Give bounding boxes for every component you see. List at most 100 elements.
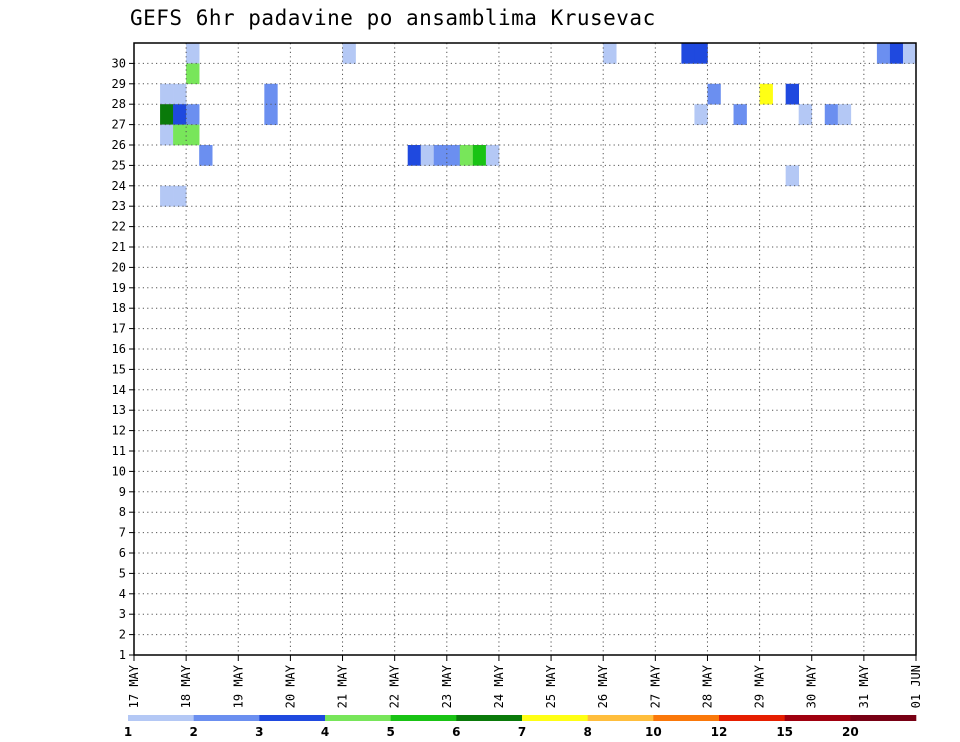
heatmap-cell <box>785 165 799 187</box>
colorbar-segment <box>587 715 654 721</box>
heatmap-cell <box>459 145 474 166</box>
y-tick-label: 7 <box>119 526 126 540</box>
x-tick-label: 01 JUN <box>909 665 923 708</box>
heatmap-cell <box>472 145 487 166</box>
heatmap-cell <box>199 145 213 166</box>
x-tick-label: 20 MAY <box>283 664 297 708</box>
x-tick-label: 25 MAY <box>544 664 558 708</box>
colorbar-segment <box>653 715 720 721</box>
heatmap-cell <box>733 104 747 125</box>
colorbar-label: 15 <box>776 725 793 739</box>
y-tick-label: 14 <box>112 383 126 397</box>
colorbar-segment <box>784 715 851 721</box>
colorbar-label: 8 <box>583 725 591 739</box>
heatmap-cell <box>407 145 422 166</box>
heatmap-cells <box>160 43 917 207</box>
heatmap-cell <box>264 104 278 125</box>
y-tick-label: 20 <box>112 260 126 274</box>
heatmap-cell <box>681 43 695 64</box>
colorbar-segment <box>325 715 391 721</box>
y-tick-label: 17 <box>112 322 126 336</box>
heatmap-cell <box>160 104 174 125</box>
colorbar-segment <box>390 715 457 721</box>
heatmap-cell <box>433 145 448 166</box>
chart-title: GEFS 6hr padavine po ansamblima Krusevac <box>130 6 656 30</box>
x-tick-label: 17 MAY <box>127 664 141 708</box>
y-tick-label: 8 <box>119 505 126 519</box>
y-tick-label: 12 <box>112 424 126 438</box>
colorbar-segment <box>259 715 326 721</box>
x-tick-label: 31 MAY <box>857 664 871 708</box>
y-tick-label: 6 <box>119 546 126 560</box>
colorbar-label: 12 <box>711 725 728 739</box>
colorbar-segment <box>193 715 260 721</box>
colorbar-label: 10 <box>645 725 662 739</box>
colorbar: 1 2 3 4 5 6 7 8 10 12 15 20 <box>124 715 917 739</box>
y-tick-label: 3 <box>119 607 126 621</box>
heatmap-cell <box>759 83 773 105</box>
y-tick-label: 28 <box>112 97 126 111</box>
y-tick-label: 27 <box>112 118 126 132</box>
heatmap-cell <box>902 43 917 64</box>
y-tick-label: 13 <box>112 403 126 417</box>
y-tick-label: 1 <box>119 648 126 662</box>
heatmap-cell <box>798 104 813 125</box>
grid-lines <box>134 43 916 655</box>
colorbar-label: 7 <box>518 725 526 739</box>
x-tick-label: 22 MAY <box>388 664 402 708</box>
colorbar-label: 20 <box>842 725 859 739</box>
x-tick-label: 28 MAY <box>700 664 714 708</box>
x-tick-label: 23 MAY <box>440 664 454 708</box>
heatmap-cell <box>186 43 200 64</box>
colorbar-segment <box>522 715 588 721</box>
y-tick-label: 19 <box>112 281 126 295</box>
colorbar-label: 4 <box>321 725 329 739</box>
x-tick-label: 30 MAY <box>805 664 819 708</box>
heatmap-cell <box>173 83 187 105</box>
heatmap-cell <box>173 124 187 146</box>
x-tick-label: 18 MAY <box>179 664 193 708</box>
colorbar-segment <box>850 715 917 721</box>
colorbar-segment <box>128 715 194 721</box>
y-tick-label: 30 <box>112 56 126 70</box>
heatmap-cell <box>160 185 174 207</box>
y-tick-label: 18 <box>112 301 126 315</box>
x-tick-label: 21 MAY <box>336 664 350 708</box>
y-tick-label: 26 <box>112 138 126 152</box>
heatmap-cell <box>603 43 617 64</box>
y-tick-label: 16 <box>112 342 126 356</box>
heatmap-cell <box>173 104 187 125</box>
y-tick-label: 10 <box>112 464 126 478</box>
y-tick-label: 29 <box>112 77 126 91</box>
colorbar-label: 2 <box>189 725 197 739</box>
colorbar-label: 3 <box>255 725 263 739</box>
x-tick-label: 27 MAY <box>648 664 662 708</box>
x-axis-ticks: 17 MAY 18 MAY 19 MAY 20 MAY 21 MAY 22 MAY 23 M… <box>127 655 923 708</box>
colorbar-segment <box>719 715 785 721</box>
y-axis-ticks: 3029282726252423222120191817161514131211… <box>112 56 134 662</box>
x-tick-label: 24 MAY <box>492 664 506 708</box>
y-tick-label: 11 <box>112 444 126 458</box>
heatmap-cell <box>785 83 799 105</box>
heatmap-cell <box>446 145 461 166</box>
y-tick-label: 9 <box>119 485 126 499</box>
y-tick-label: 2 <box>119 628 126 642</box>
heatmap-cell <box>694 43 708 64</box>
heatmap-cell <box>876 43 891 64</box>
colorbar-label: 5 <box>386 725 394 739</box>
y-tick-label: 4 <box>119 587 126 601</box>
colorbar-label: 1 <box>124 725 132 739</box>
y-tick-label: 24 <box>112 179 126 193</box>
y-tick-label: 15 <box>112 362 126 376</box>
colorbar-segment <box>456 715 523 721</box>
x-tick-label: 29 MAY <box>753 664 767 708</box>
y-tick-label: 23 <box>112 199 126 213</box>
heatmap-cell <box>186 104 200 125</box>
heatmap-cell <box>707 83 721 105</box>
heatmap-cell <box>264 83 278 105</box>
heatmap-cell <box>342 43 356 64</box>
heatmap-cell <box>889 43 904 64</box>
heatmap-cell <box>837 104 852 125</box>
y-tick-label: 5 <box>119 566 126 580</box>
